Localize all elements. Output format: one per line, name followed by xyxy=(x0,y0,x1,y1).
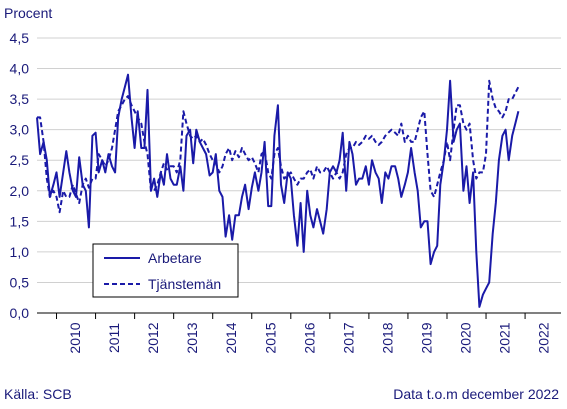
y-tick-label: 3,0 xyxy=(10,122,30,138)
x-year-label: 2016 xyxy=(301,322,317,353)
legend-label: Tjänstemän xyxy=(148,276,221,292)
series-line-tjansteman xyxy=(37,79,520,214)
x-year-label: 2010 xyxy=(67,322,83,353)
x-year-label: 2015 xyxy=(262,322,278,353)
x-year-label: 2013 xyxy=(184,322,200,353)
y-tick-label: 1,5 xyxy=(10,213,30,229)
legend-box xyxy=(92,243,239,298)
y-tick-label: 3,5 xyxy=(10,91,30,107)
x-year-label: 2014 xyxy=(223,322,239,353)
y-tick-label: 4,5 xyxy=(10,30,30,46)
x-year-label: 2011 xyxy=(106,323,122,353)
legend-label: Arbetare xyxy=(148,250,202,266)
x-year-label: 2019 xyxy=(418,322,434,353)
x-year-label: 2012 xyxy=(145,322,161,353)
x-year-label: 2020 xyxy=(458,322,474,353)
y-axis-unit-label: Procent xyxy=(4,5,52,21)
source-label: Källa: SCB xyxy=(4,386,72,402)
x-axis: 2010 2011 2012 2013 2014 2015 2016 2017 2018 2019… xyxy=(37,312,561,354)
y-tick-label: 2,0 xyxy=(10,183,30,199)
y-tick-label: 1,0 xyxy=(10,244,30,260)
x-year-label: 2021 xyxy=(497,322,513,353)
y-tick-labels: 0,0 0,5 1,0 1,5 2,0 2,5 3,0 3,5 4,0 4,5 xyxy=(10,30,30,321)
legend: Arbetare Tjänstemän xyxy=(92,243,239,298)
y-tick-label: 2,5 xyxy=(10,152,30,168)
y-tick-label: 0,5 xyxy=(10,274,30,290)
series-line-arbetare xyxy=(36,73,520,308)
y-tick-label: 4,0 xyxy=(10,61,30,77)
series-lines xyxy=(36,73,520,308)
data-note: Data t.o.m december 2022 xyxy=(393,386,559,402)
x-year-label: 2017 xyxy=(340,322,356,353)
x-year-label: 2022 xyxy=(536,322,552,353)
y-tick-label: 0,0 xyxy=(10,305,30,321)
x-year-label: 2018 xyxy=(379,322,395,353)
line-chart: Procent 0,0 0,5 1,0 1,5 2,0 2,5 3,0 3,5 4,0 4,5 2… xyxy=(4,5,561,354)
